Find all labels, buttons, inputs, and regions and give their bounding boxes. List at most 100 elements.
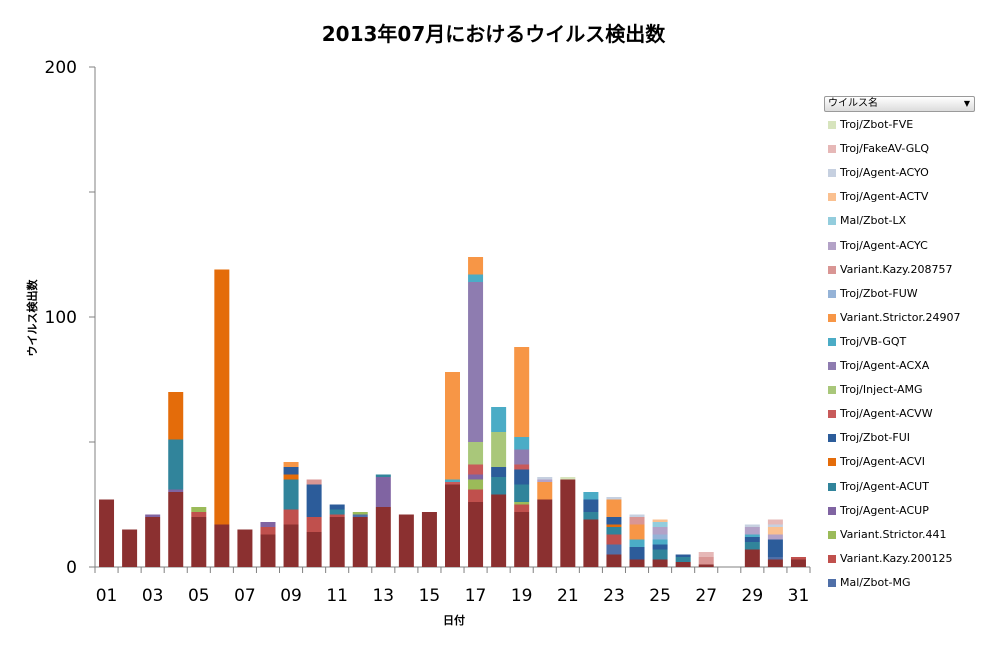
bar-segment xyxy=(375,507,391,567)
bar-segment xyxy=(468,282,484,442)
chart-title: 2013年07月におけるウイルス検出数 xyxy=(321,22,666,46)
bar-segment xyxy=(514,469,530,485)
bar-segment xyxy=(283,467,299,475)
x-tick-label: 27 xyxy=(695,586,717,606)
legend-label: Variant.Kazy.208757 xyxy=(840,262,953,276)
bar-segment xyxy=(744,542,760,550)
legend-label: Troj/Agent-ACXA xyxy=(840,359,930,372)
bar-segment xyxy=(445,482,460,485)
bar-segment xyxy=(468,442,484,465)
legend-label: Troj/Agent-ACYO xyxy=(840,166,929,180)
x-tick-label: 19 xyxy=(511,586,533,606)
legend-label: Troj/Agent-ACYC xyxy=(840,238,928,252)
bar-segment xyxy=(537,479,553,482)
legend-swatch xyxy=(828,458,836,467)
x-tick-label: 13 xyxy=(372,586,394,606)
bar-segment xyxy=(790,559,806,567)
bar-segment xyxy=(698,552,714,557)
x-tick-label: 31 xyxy=(788,586,810,606)
legend-swatch xyxy=(828,578,836,587)
bar-segment xyxy=(329,509,345,515)
bar-segment xyxy=(514,437,530,450)
legend-filter-dropdown[interactable]: ウイルス名 ▼ xyxy=(824,96,975,112)
x-tick-label: 29 xyxy=(742,586,764,606)
legend-item: Variant.Strictor.441 xyxy=(828,528,946,541)
bar-segment xyxy=(514,484,530,502)
bar-segment xyxy=(606,554,622,567)
legend-label: Troj/Zbot-FVE xyxy=(840,118,914,131)
legend-label: Troj/Agent-ACUT xyxy=(840,479,929,493)
bar-segment xyxy=(629,524,645,540)
bar-segment xyxy=(629,517,645,525)
bar-segment xyxy=(606,534,622,545)
bar-segment xyxy=(744,549,760,567)
legend-swatch xyxy=(828,241,836,250)
bar-segment xyxy=(283,474,299,480)
legend-item: Troj/Inject-AMG xyxy=(828,383,923,396)
bar-segment xyxy=(491,407,507,432)
bar-segment xyxy=(445,484,460,567)
bar-segment xyxy=(352,514,368,517)
legend-swatch xyxy=(828,145,836,154)
bar-segment xyxy=(329,514,345,517)
bar-segment xyxy=(329,504,345,510)
legend-swatch xyxy=(828,530,836,539)
legend-label: Troj/FakeAV-GLQ xyxy=(840,142,930,156)
legend-swatch xyxy=(828,121,836,129)
x-tick-label: 25 xyxy=(649,586,671,606)
bar-segment xyxy=(445,372,460,480)
bar-segment xyxy=(629,547,645,560)
legend-label: Troj/Inject-AMG xyxy=(840,383,923,397)
bar-segment xyxy=(698,557,714,565)
bar-segment xyxy=(652,559,668,567)
bar-segment xyxy=(698,564,714,567)
bar-segment xyxy=(652,519,668,522)
bar-segment xyxy=(283,524,299,567)
x-tick-label: 15 xyxy=(419,586,441,606)
bar-segment xyxy=(537,477,553,480)
bar-segment xyxy=(583,512,599,520)
bar-segment xyxy=(767,527,783,535)
legend-label: Mal/Zbot-MG xyxy=(840,575,911,589)
bar-segment xyxy=(99,499,115,567)
bar-segment xyxy=(583,499,599,512)
bar-segment xyxy=(629,539,645,547)
legend-swatch xyxy=(828,410,836,419)
x-tick-label: 07 xyxy=(234,586,256,606)
legend-item: Troj/Agent-ACYC xyxy=(828,239,928,252)
bar-segment xyxy=(329,517,345,567)
bar-segment xyxy=(675,557,691,562)
legend-item: Troj/VB-GQT xyxy=(828,335,906,348)
bar-segment xyxy=(606,544,622,555)
bar-segment xyxy=(744,527,760,535)
legend-swatch xyxy=(828,217,836,226)
legend-label: Mal/Zbot-LX xyxy=(840,214,907,228)
legend-label: Troj/Zbot-FUI xyxy=(840,431,911,445)
bar-segment xyxy=(514,504,530,512)
legend-item: Troj/Agent-ACVI xyxy=(828,455,925,468)
bar-segment xyxy=(468,274,484,282)
x-tick-label: 11 xyxy=(326,586,348,606)
bar-segment xyxy=(514,464,530,470)
bar-segment xyxy=(606,517,622,525)
bar-segment xyxy=(214,269,230,525)
legend-swatch xyxy=(828,265,836,274)
bar-segment xyxy=(606,497,622,500)
bar-segment xyxy=(652,549,668,560)
legend-label: Variant.Kazy.200125 xyxy=(840,551,953,565)
bar-segment xyxy=(375,477,391,507)
legend-item: Troj/FakeAV-GLQ xyxy=(828,142,929,155)
legend-swatch xyxy=(828,506,836,515)
bar-segment xyxy=(191,517,207,567)
chevron-down-icon[interactable]: ▼ xyxy=(963,99,970,108)
bar-segment xyxy=(283,462,299,467)
bar-segment xyxy=(491,432,507,467)
bar-segment xyxy=(514,449,530,465)
legend-label: Troj/Zbot-FUW xyxy=(840,286,918,300)
bar-segment xyxy=(445,479,460,482)
bar-segment xyxy=(191,512,207,517)
legend-swatch xyxy=(828,482,836,491)
bar-segment xyxy=(606,524,622,527)
bar-segment xyxy=(767,534,783,540)
bar-segment xyxy=(629,559,645,567)
